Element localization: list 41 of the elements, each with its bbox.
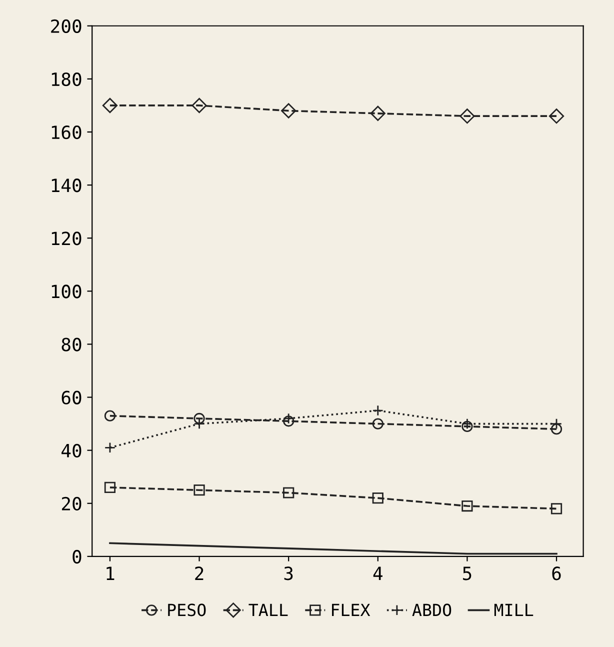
legend-label: FLEX — [332, 604, 370, 616]
x-tick-label: 6 — [552, 566, 561, 580]
point — [281, 103, 296, 118]
y-tick-label: 20 — [62, 496, 82, 511]
point — [283, 487, 294, 498]
point — [104, 482, 116, 494]
point — [194, 412, 205, 424]
point — [104, 410, 116, 422]
y-tick-label: 0 — [72, 550, 82, 564]
y-tick-label: 200 — [51, 19, 82, 34]
legend-label: MILL — [494, 604, 534, 616]
y-tick-label: 120 — [52, 232, 82, 246]
point — [370, 106, 386, 121]
x-tick-label: 5 — [463, 566, 472, 580]
point — [194, 484, 205, 496]
y-tick-label: 140 — [52, 178, 82, 192]
y-tick-label: 60 — [62, 390, 82, 404]
y-tick-label: 80 — [62, 338, 82, 352]
point — [102, 98, 118, 114]
point — [372, 492, 384, 504]
point — [462, 500, 473, 512]
point — [462, 420, 473, 432]
legend-label: ABDO — [412, 604, 452, 616]
x-tick-label: 1 — [106, 566, 114, 580]
legend-label: TALL — [248, 604, 288, 616]
x-tick-label: 4 — [373, 566, 382, 580]
x-tick-label: 2 — [195, 566, 204, 580]
y-tick-label: 40 — [62, 444, 82, 458]
point — [550, 503, 562, 514]
line-series — [109, 542, 558, 555]
point — [548, 108, 564, 124]
y-tick-label: 180 — [52, 72, 82, 86]
x-tick-label: 3 — [284, 566, 293, 580]
point — [283, 416, 294, 427]
point — [550, 424, 562, 435]
y-tick-label: 100 — [52, 284, 82, 298]
point — [372, 418, 384, 430]
point — [460, 108, 475, 124]
legend-label: PESO — [168, 604, 206, 616]
y-tick-label: 160 — [52, 125, 82, 140]
point — [192, 98, 207, 114]
